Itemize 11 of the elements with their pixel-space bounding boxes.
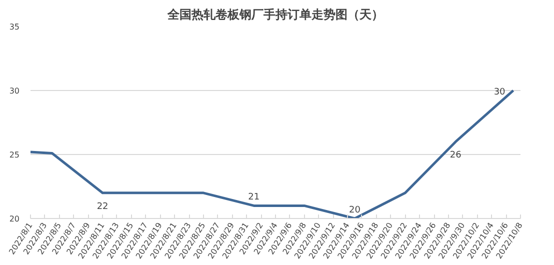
y-tick-label: 20 — [9, 214, 20, 224]
data-label: 30 — [494, 88, 506, 98]
data-label: 20 — [349, 206, 361, 216]
chart-title: 全国热轧卷板钢厂手持订单走势图（天） — [166, 8, 384, 22]
data-label: 21 — [248, 192, 260, 203]
data-label: 22 — [96, 202, 108, 212]
y-tick-label: 30 — [9, 86, 20, 96]
y-tick-label: 35 — [9, 22, 20, 32]
line-series — [30, 89, 515, 218]
data-label: 26 — [450, 150, 462, 161]
y-tick-label: 25 — [9, 150, 20, 160]
